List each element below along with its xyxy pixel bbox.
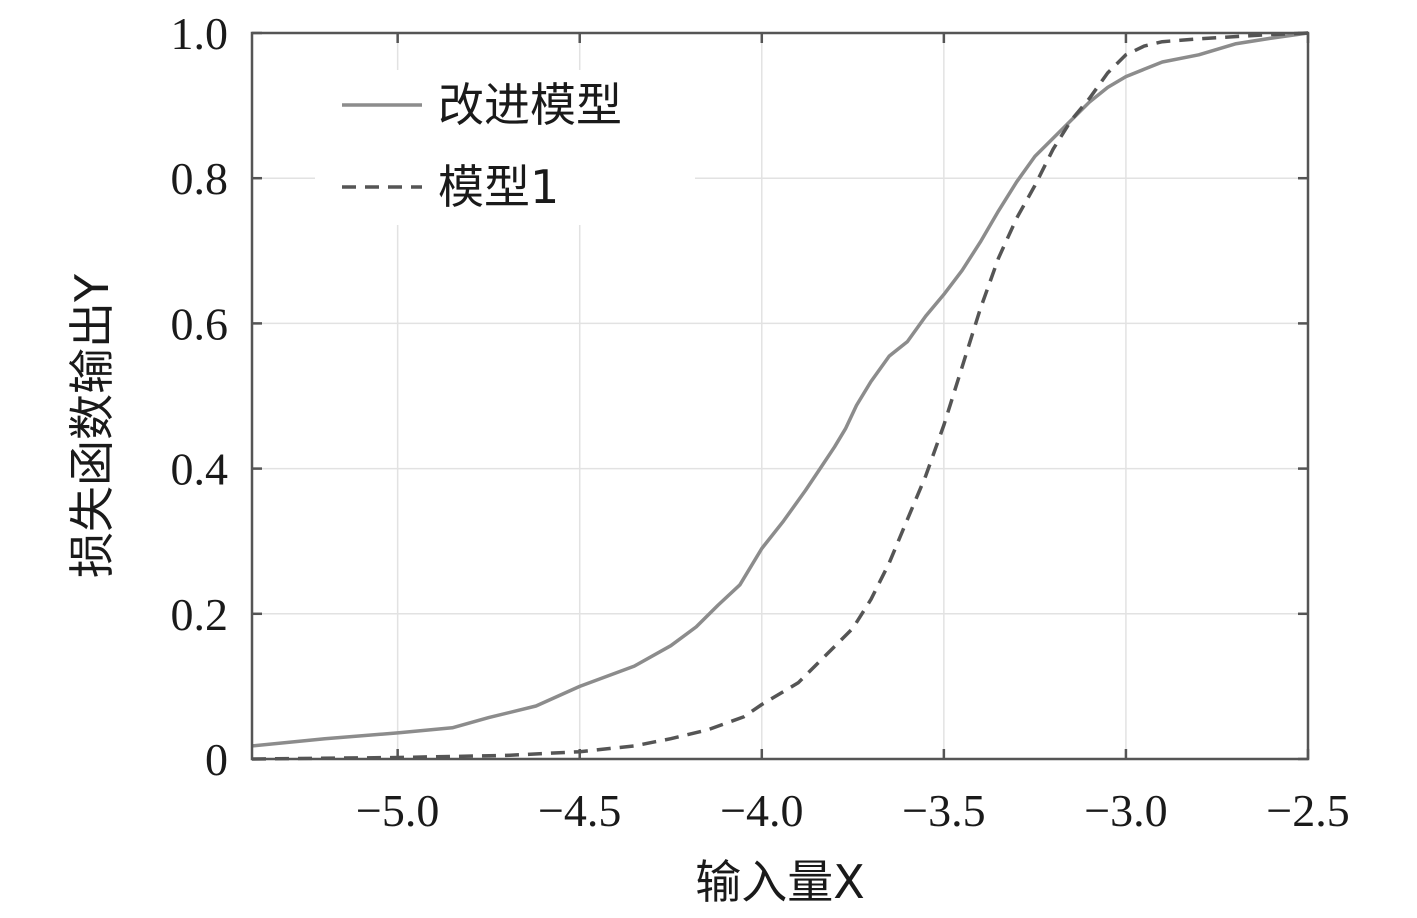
- x-tick-label: −3.0: [1084, 785, 1167, 836]
- series-line-改进模型: [251, 31, 1309, 748]
- x-tick-labels: −5.0 −4.5 −4.0 −3.5 −3.0 −2.5: [356, 785, 1350, 836]
- legend-label-模型1: 模型1: [438, 160, 559, 214]
- y-axis-title: 损失函数输出Y: [65, 273, 119, 578]
- y-tick-labels: 0 0.2 0.4 0.6 0.8 1.0: [171, 8, 229, 785]
- y-tick-label: 0.8: [171, 153, 229, 204]
- x-tick-label: −4.5: [538, 785, 621, 836]
- x-tick-label: −3.5: [902, 785, 985, 836]
- x-axis-title: 输入量X: [695, 855, 865, 909]
- x-tick-label: −5.0: [356, 785, 439, 836]
- x-tick-label: −4.0: [720, 785, 803, 836]
- legend-background: [315, 70, 695, 225]
- axis-ticks: [252, 31, 1310, 761]
- legend-label-改进模型: 改进模型: [438, 78, 622, 132]
- series-line-模型1: [251, 31, 1309, 761]
- legend: 改进模型 模型1: [315, 70, 695, 225]
- y-tick-label: 0: [205, 734, 228, 785]
- plot-frame: [250, 31, 1310, 761]
- y-tick-label: 1.0: [171, 8, 229, 59]
- series-lines: [251, 31, 1309, 761]
- x-tick-label: −2.5: [1266, 785, 1349, 836]
- y-tick-label: 0.6: [171, 298, 229, 349]
- y-tick-label: 0.2: [171, 589, 229, 640]
- y-tick-label: 0.4: [171, 444, 229, 495]
